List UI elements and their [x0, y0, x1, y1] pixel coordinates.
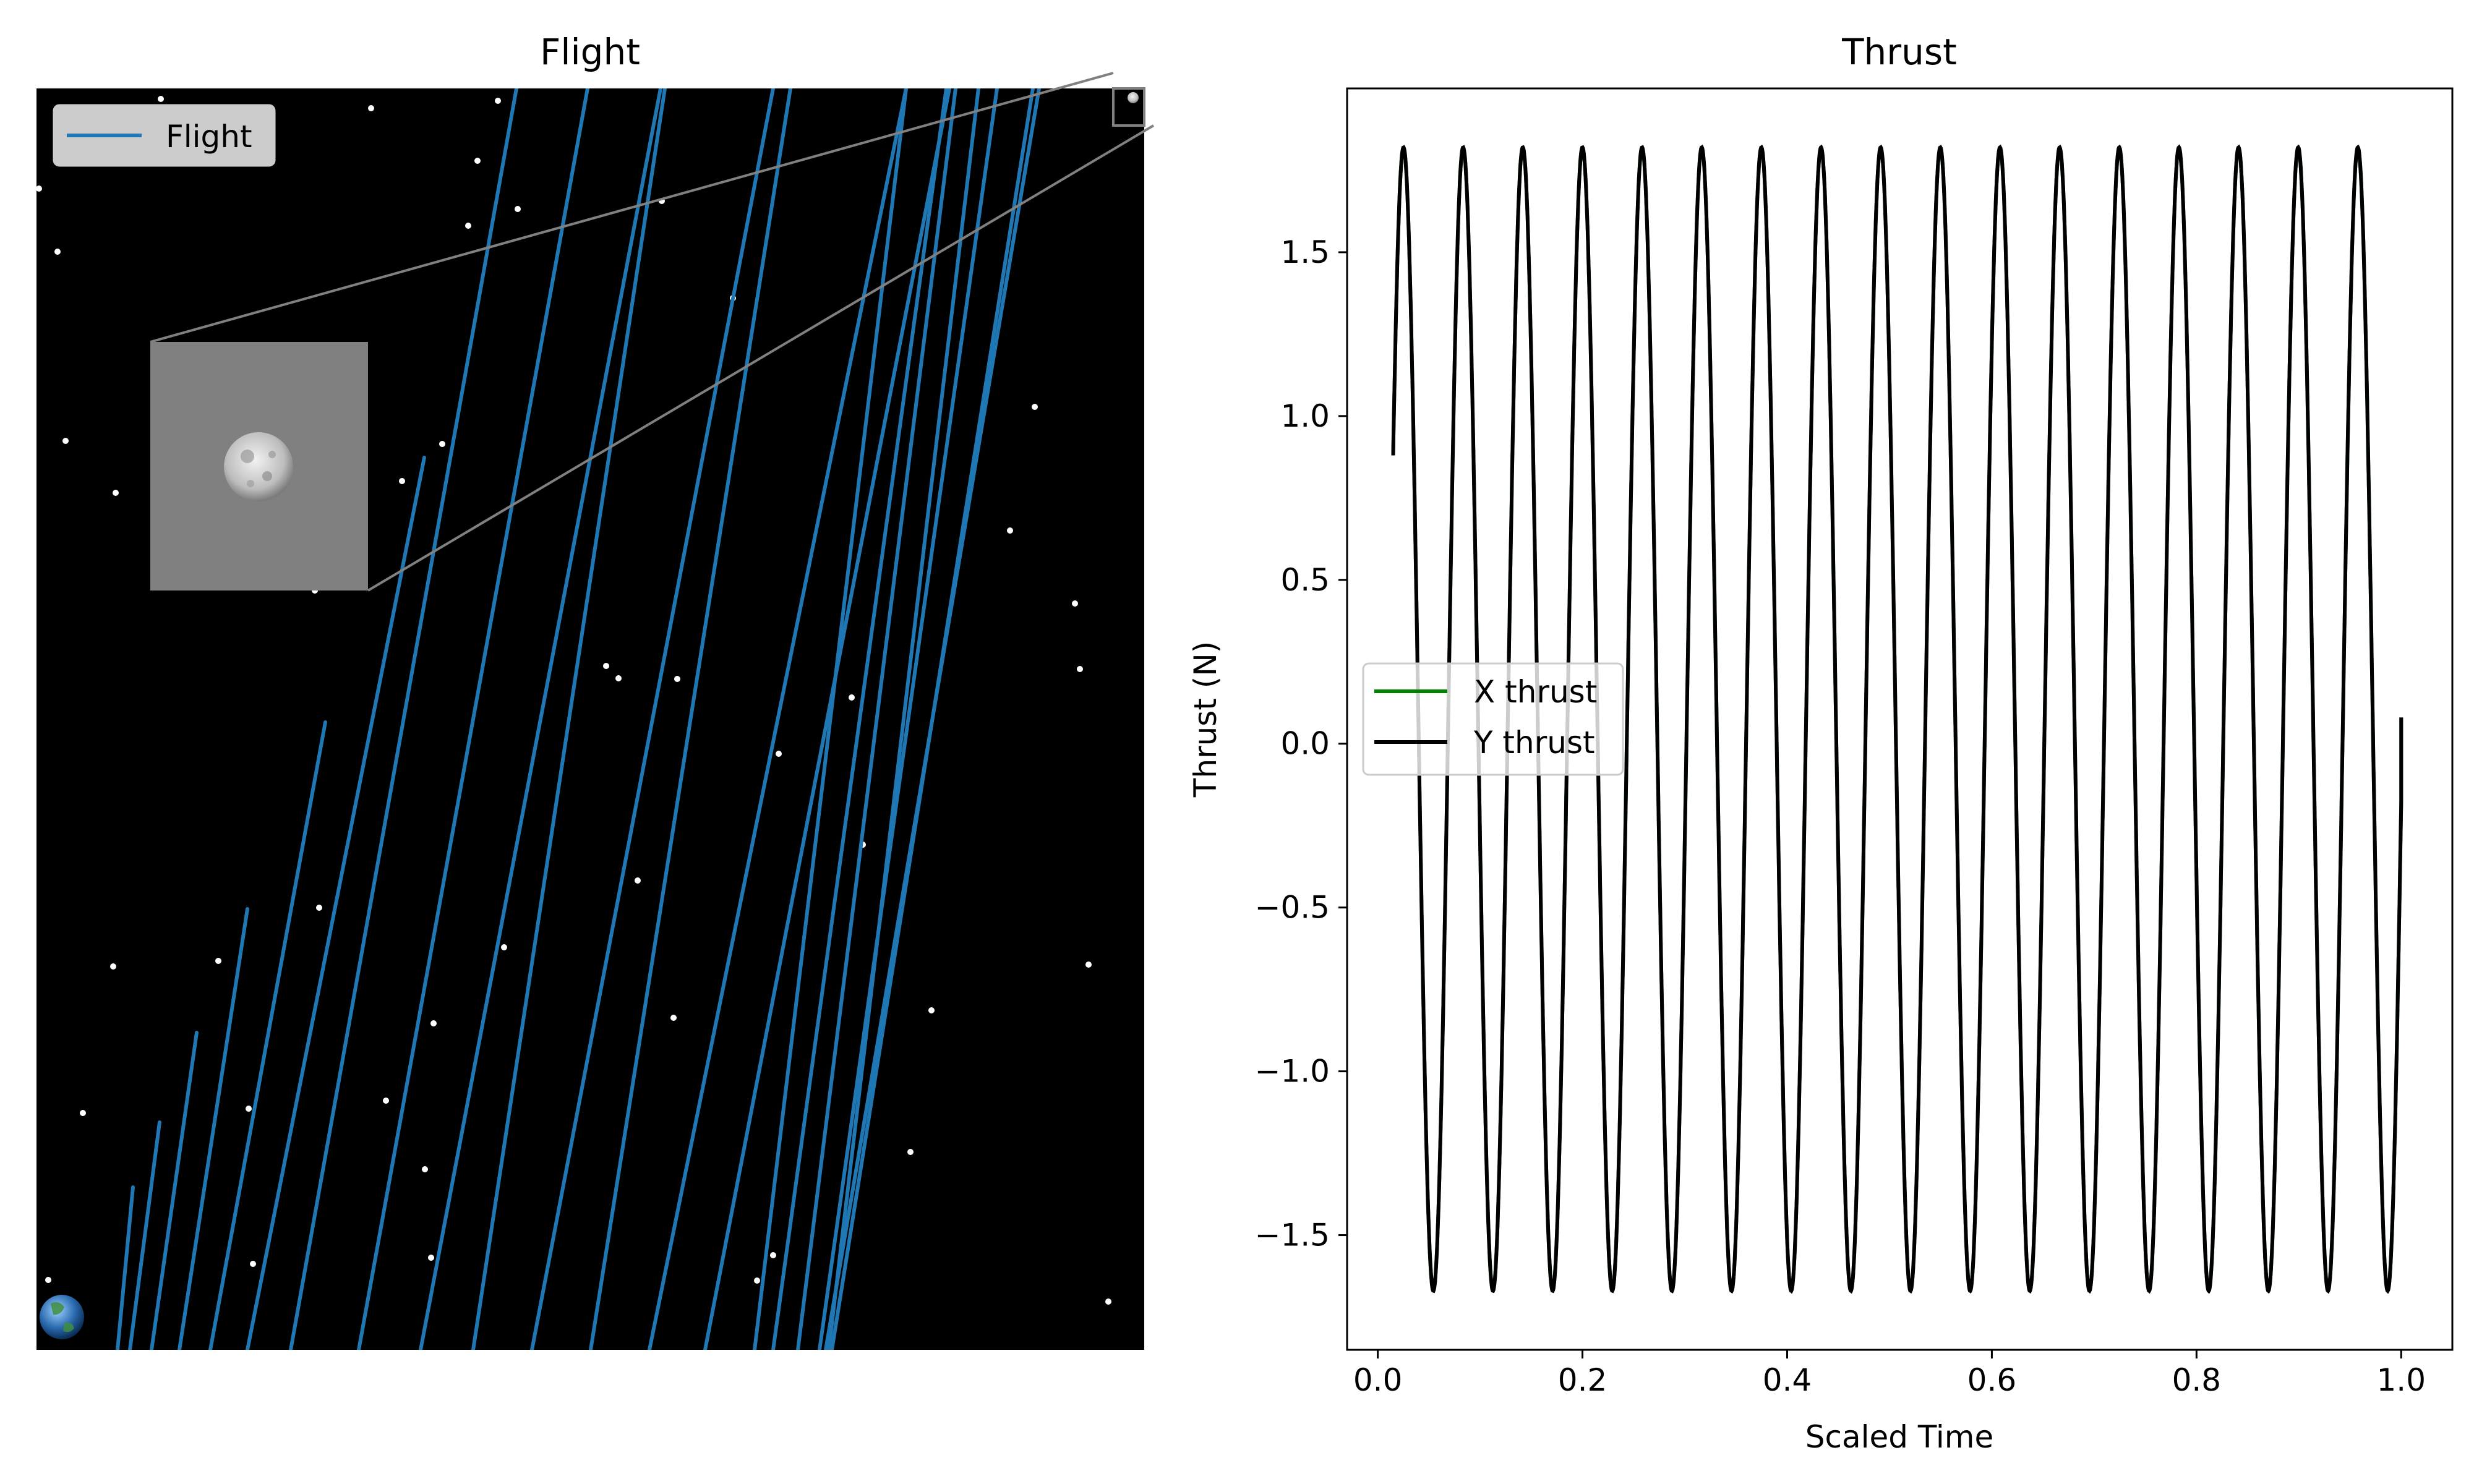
thrust-x-axis: 0.0 0.2 0.4 0.6 0.8 1.0 [1353, 1350, 2426, 1398]
star [615, 675, 622, 681]
flight-panel: Flight Flight [36, 31, 1155, 1350]
thrust-title: Thrust [1841, 31, 1957, 73]
star [113, 490, 119, 496]
trajectory-segment [471, 88, 667, 1350]
star [399, 478, 405, 484]
star [1077, 666, 1083, 672]
star [1085, 962, 1092, 968]
zoom-connector-line-lower [367, 124, 1155, 592]
star [316, 905, 322, 911]
star [80, 1110, 86, 1116]
trajectory-segment [150, 1031, 199, 1350]
star [501, 944, 507, 950]
x-tick-label: 0.8 [2172, 1362, 2222, 1398]
thrust-axes-frame [1346, 87, 2454, 1351]
trajectory-segment [830, 88, 1035, 1350]
trajectory-segment [178, 907, 249, 1350]
star [430, 1020, 437, 1026]
star [907, 1149, 914, 1155]
flight-plot-background [36, 88, 1144, 1350]
star [62, 438, 69, 444]
thrust-legend: X thrust Y thrust [1362, 662, 1624, 776]
y-tick-label: 0.5 [1280, 562, 1330, 598]
star [474, 158, 481, 164]
y-tick-label: 1.5 [1280, 234, 1330, 270]
trajectory-segment [246, 456, 426, 1350]
star [383, 1098, 389, 1104]
earth-icon [40, 1295, 84, 1339]
trajectory-segment [753, 88, 908, 1350]
trajectory-segment [589, 88, 792, 1350]
trajectory-segment [116, 1185, 135, 1350]
y-tick-label: 1.0 [1280, 398, 1330, 434]
star [158, 96, 164, 102]
star [36, 186, 42, 192]
star [674, 676, 680, 682]
x-tick-label: 0.6 [1967, 1362, 2017, 1398]
thrust-panel: Thrust 0.0 0.2 0.4 0.6 0.8 1.0 −1.5 −1.0 −0.5 0.… [1188, 31, 2454, 1455]
star [928, 1007, 935, 1013]
zoom-connector-line-upper [150, 72, 1114, 343]
thrust-y-label: Thrust (N) [1188, 641, 1223, 798]
y-tick-label: 0.0 [1280, 726, 1330, 762]
y-thrust-line [1391, 144, 2403, 1294]
star [428, 1255, 434, 1261]
thrust-legend-label-y: Y thrust [1473, 725, 1595, 761]
trajectory-segment [818, 88, 999, 1350]
star [495, 98, 501, 104]
zoom-region-box [1112, 87, 1145, 127]
moon-inset-icon [224, 432, 293, 501]
star [635, 877, 641, 884]
star [603, 663, 609, 669]
trajectory-segment [771, 88, 948, 1350]
star [849, 694, 855, 701]
trajectory-segment [419, 88, 662, 1350]
trajectory-segment [530, 88, 775, 1350]
trajectory-segment [289, 88, 518, 1350]
star [1007, 527, 1013, 534]
thrust-series [1391, 144, 2403, 1294]
flight-legend-label: Flight [166, 119, 252, 155]
trajectory-segment [796, 88, 957, 1350]
trajectory-segment [357, 88, 589, 1350]
trajectory-segment [128, 1120, 161, 1350]
star [250, 1261, 256, 1267]
star [465, 223, 471, 229]
x-tick-label: 0.0 [1353, 1362, 1403, 1398]
star [1032, 404, 1038, 410]
star [439, 441, 445, 447]
y-tick-label: −1.0 [1255, 1054, 1330, 1090]
star [1105, 1298, 1111, 1305]
star [368, 105, 374, 111]
star [670, 1015, 677, 1021]
trajectory-segment [703, 88, 951, 1350]
trajectory-segment [827, 88, 980, 1350]
star [515, 206, 521, 212]
star [54, 249, 61, 255]
star [770, 1252, 776, 1258]
flight-title: Flight [540, 31, 640, 73]
thrust-y-axis: −1.5 −1.0 −0.5 0.0 0.5 1.0 1.5 [1255, 234, 1347, 1253]
x-tick-label: 1.0 [2377, 1362, 2426, 1398]
x-tick-label: 0.2 [1558, 1362, 1607, 1398]
star [215, 958, 221, 964]
star [45, 1277, 51, 1283]
y-tick-label: −1.5 [1255, 1217, 1330, 1253]
star [776, 751, 782, 757]
trajectory-segment [208, 720, 327, 1350]
star [110, 963, 116, 970]
x-tick-label: 0.4 [1763, 1362, 1812, 1398]
star [754, 1277, 760, 1284]
y-tick-label: −0.5 [1255, 890, 1330, 926]
moon-inset [150, 342, 368, 591]
star [246, 1106, 252, 1112]
flight-legend: Flight [53, 104, 276, 167]
moon-icon [1128, 92, 1139, 103]
star [1072, 600, 1078, 607]
flight-trajectory [116, 88, 1041, 1350]
thrust-legend-label-x: X thrust [1474, 674, 1597, 710]
star [422, 1166, 428, 1172]
thrust-x-label: Scaled Time [1805, 1419, 1994, 1455]
